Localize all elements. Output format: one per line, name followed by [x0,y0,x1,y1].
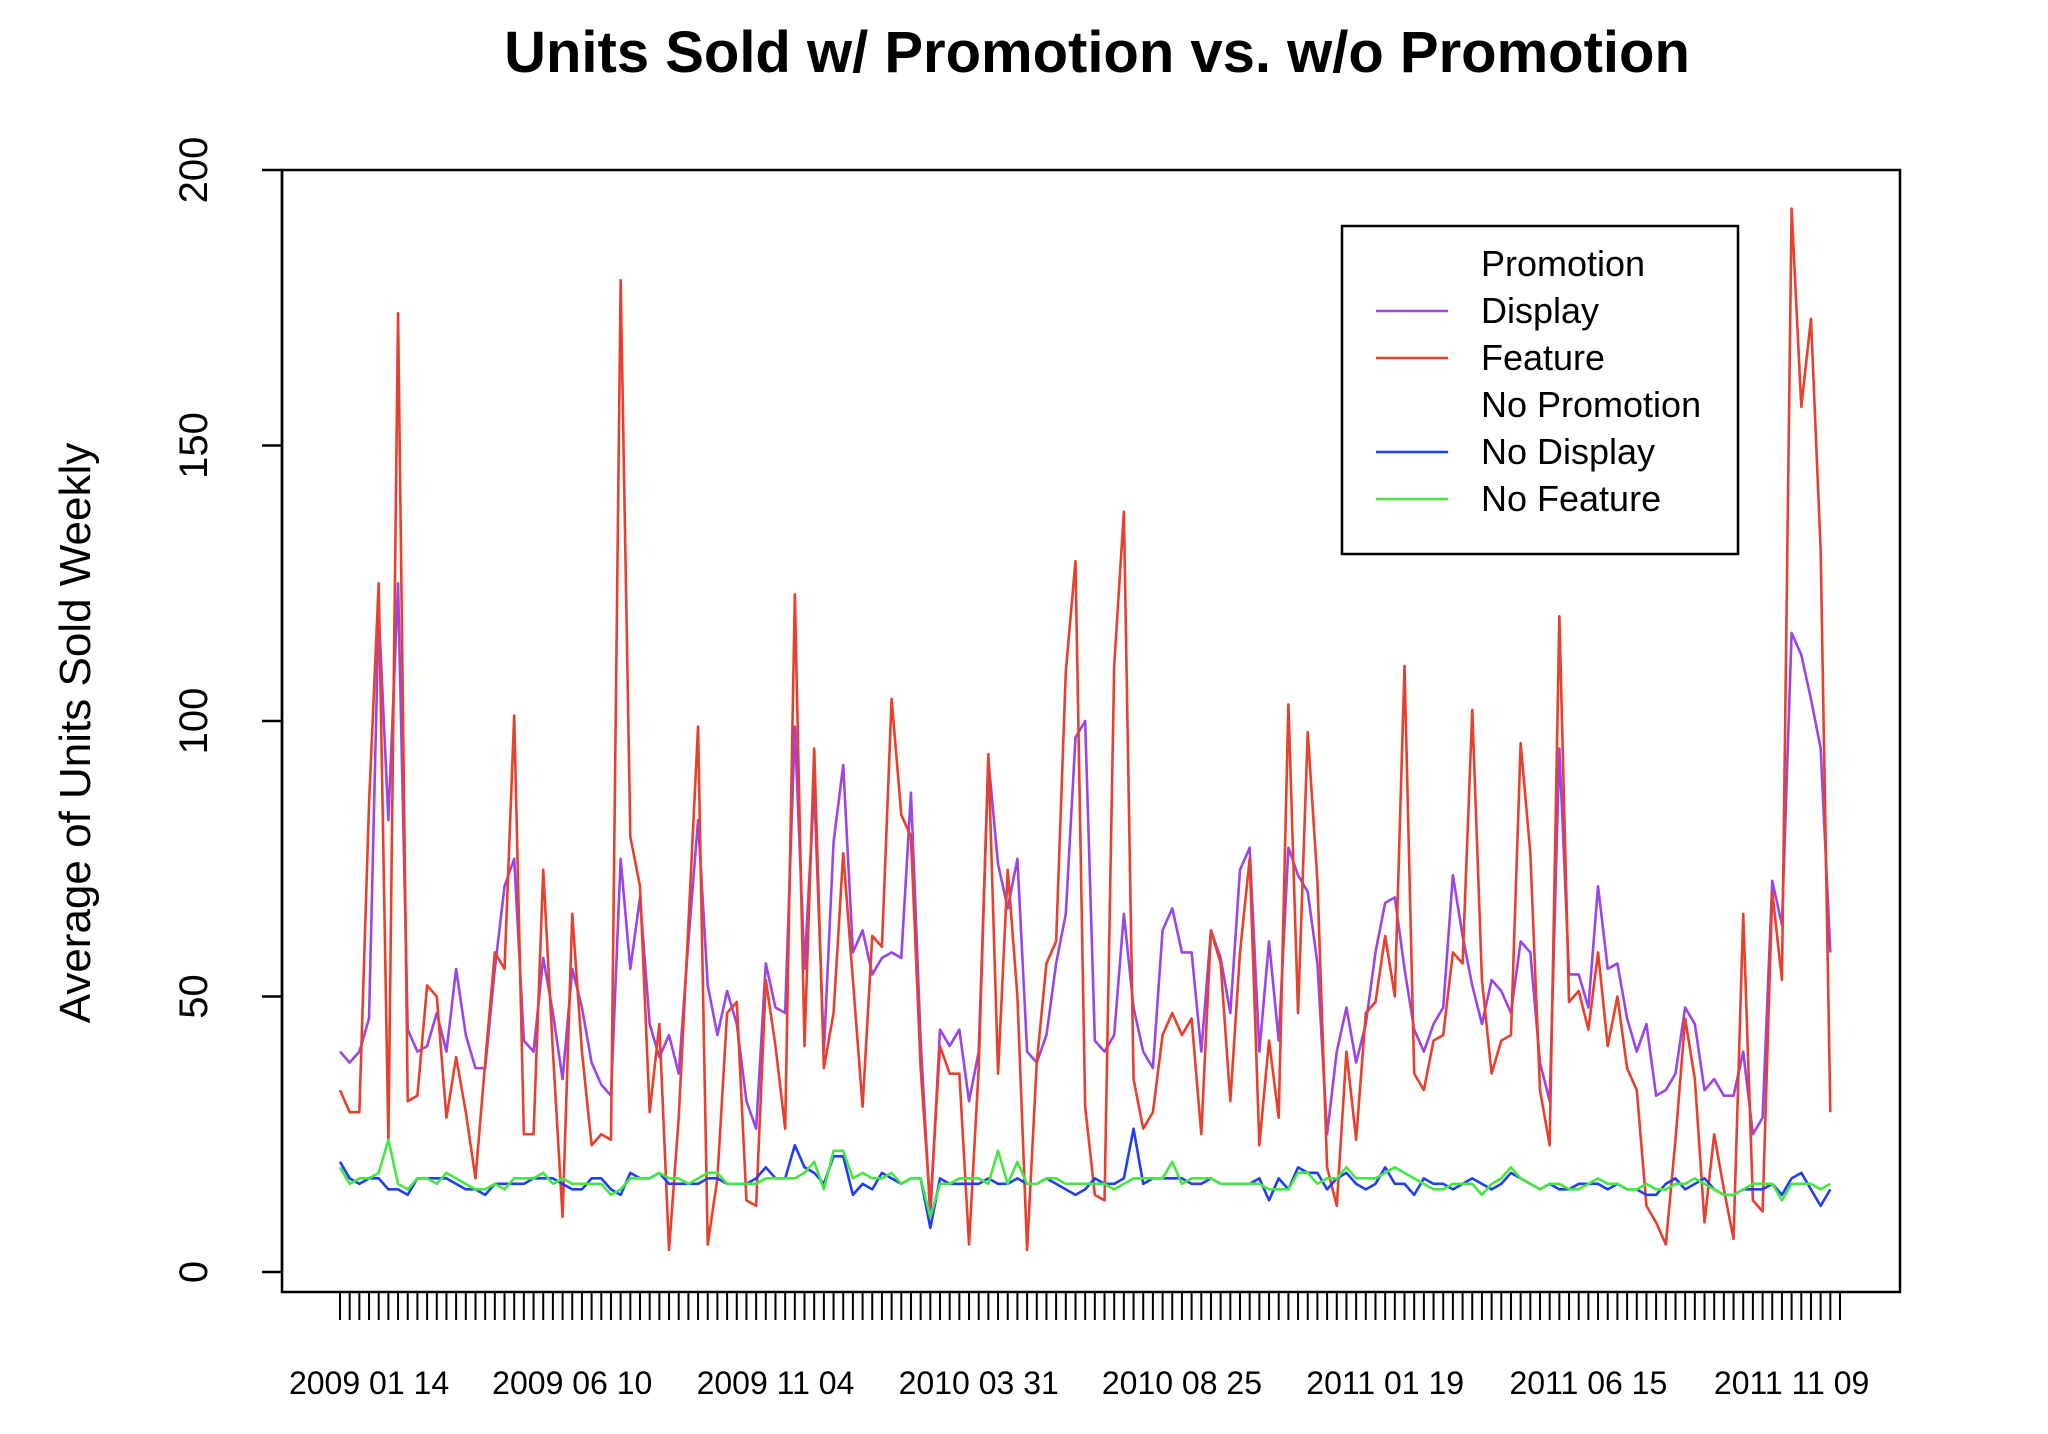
x-axis: 2009 01 14 2009 06 10 2009 11 04 2010 03 31… [289,1292,1869,1401]
series-layer [338,207,1832,1252]
legend-label: Feature [1481,337,1605,378]
x-tick-label: 2009 01 14 [289,1365,449,1401]
y-tick-label: 150 [172,412,216,479]
x-tick-label: 2010 08 25 [1102,1365,1262,1401]
chart-title: Units Sold w/ Promotion vs. w/o Promotio… [504,20,1690,85]
legend-label: No Feature [1481,478,1661,519]
legend-label: No Display [1481,431,1655,472]
x-tick-label: 2009 06 10 [492,1365,652,1401]
y-tick-label: 200 [172,137,216,204]
y-axis: 0 50 100 150 200 [172,137,284,1283]
legend-label: Promotion [1481,243,1645,284]
legend-label: No Promotion [1481,384,1701,425]
y-tick-label: 0 [172,1261,216,1283]
series-line-feature [338,207,1832,1252]
legend-label: Display [1481,290,1599,331]
x-tick-label: 2011 01 19 [1306,1365,1464,1401]
x-tick-label: 2011 06 15 [1509,1365,1667,1401]
series-line-display [339,581,1832,1219]
x-tick-label: 2011 11 09 [1714,1365,1869,1401]
y-axis-label: Average of Units Sold Weekly [51,443,100,1023]
series-line-no-display [338,1127,1832,1230]
legend: Promotion Display Feature No Promotion No Di… [1340,224,1740,556]
y-tick-label: 100 [172,688,216,755]
x-tick-label: 2009 11 04 [697,1365,855,1401]
y-tick-label: 50 [172,974,216,1019]
x-tick-label: 2010 03 31 [899,1365,1059,1401]
series-line-no-feature [338,1138,1831,1219]
